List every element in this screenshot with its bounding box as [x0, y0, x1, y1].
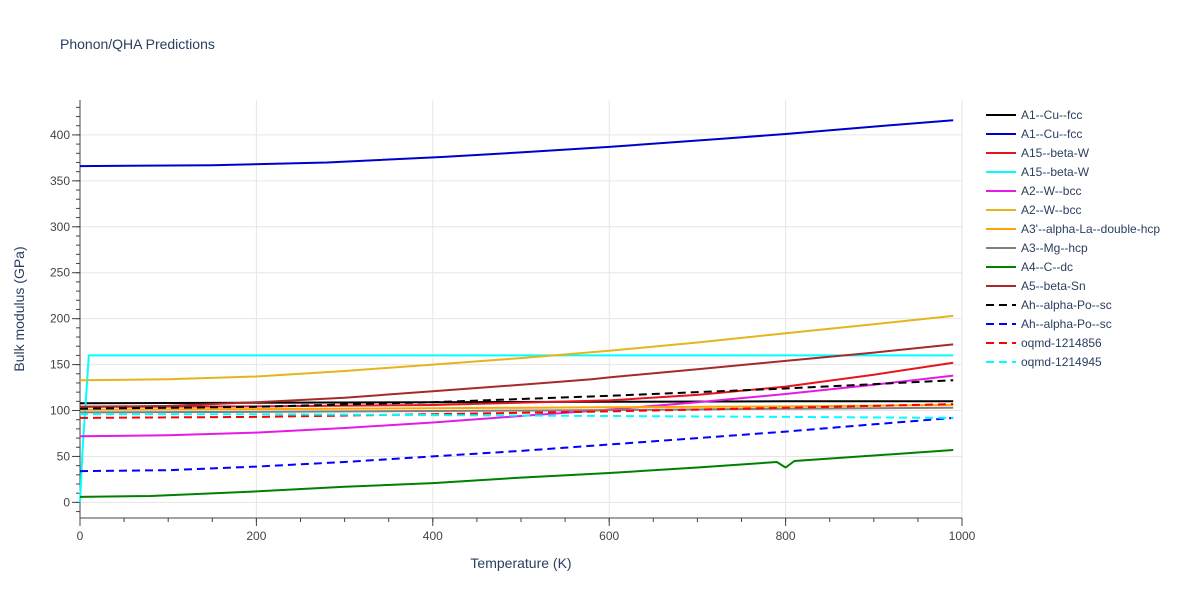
series-line-5 [79, 314, 954, 382]
y-tick-label: 0 [63, 495, 70, 509]
legend-label: Ah--alpha-Po--sc [1021, 317, 1112, 331]
x-axis-title: Temperature (K) [470, 555, 571, 571]
y-tick-label: 250 [50, 266, 70, 280]
x-tick-label: 0 [77, 529, 84, 543]
series-line-9 [79, 343, 954, 408]
series-line-11 [79, 416, 954, 473]
series-line-13 [80, 413, 954, 419]
legend-label: A3--Mg--hcp [1021, 241, 1088, 255]
legend-label: A2--W--bcc [1021, 184, 1081, 198]
legend-label: A1--Cu--fcc [1021, 108, 1082, 122]
legend-label: A15--beta-W [1021, 165, 1090, 179]
series-line-10 [79, 379, 954, 410]
series-line-6 [79, 404, 954, 411]
series-line-8 [79, 449, 954, 498]
legend-label: A15--beta-W [1021, 146, 1090, 160]
y-tick-label: 50 [57, 449, 71, 463]
legend-label: oqmd-1214856 [1021, 336, 1102, 350]
legend-label: oqmd-1214945 [1021, 355, 1102, 369]
legend-label: A4--C--dc [1021, 260, 1073, 274]
x-tick-label: 200 [246, 529, 266, 543]
y-tick-label: 350 [50, 174, 70, 188]
y-tick-label: 200 [50, 312, 70, 326]
legend-label: A2--W--bcc [1021, 203, 1081, 217]
y-tick-label: 100 [50, 404, 70, 418]
y-tick-label: 150 [50, 358, 70, 372]
series-line-2 [79, 361, 954, 408]
x-tick-label: 1000 [949, 529, 976, 543]
y-tick-label: 400 [50, 128, 70, 142]
x-tick-label: 400 [423, 529, 443, 543]
chart-title: Phonon/QHA Predictions [60, 36, 215, 52]
series-line-12 [79, 403, 954, 419]
series-line-3 [79, 354, 954, 503]
legend-label: Ah--alpha-Po--sc [1021, 298, 1112, 312]
x-tick-label: 800 [776, 529, 796, 543]
y-tick-label: 300 [50, 220, 70, 234]
series-line-7 [79, 406, 954, 414]
y-axis-title: Bulk modulus (GPa) [11, 246, 27, 371]
legend-label: A3'--alpha-La--double-hcp [1021, 222, 1160, 236]
legend-label: A1--Cu--fcc [1021, 127, 1082, 141]
series-line-4 [79, 374, 954, 438]
legend-label: A5--beta-Sn [1021, 279, 1086, 293]
x-tick-label: 600 [599, 529, 619, 543]
series-line-1 [79, 119, 954, 168]
